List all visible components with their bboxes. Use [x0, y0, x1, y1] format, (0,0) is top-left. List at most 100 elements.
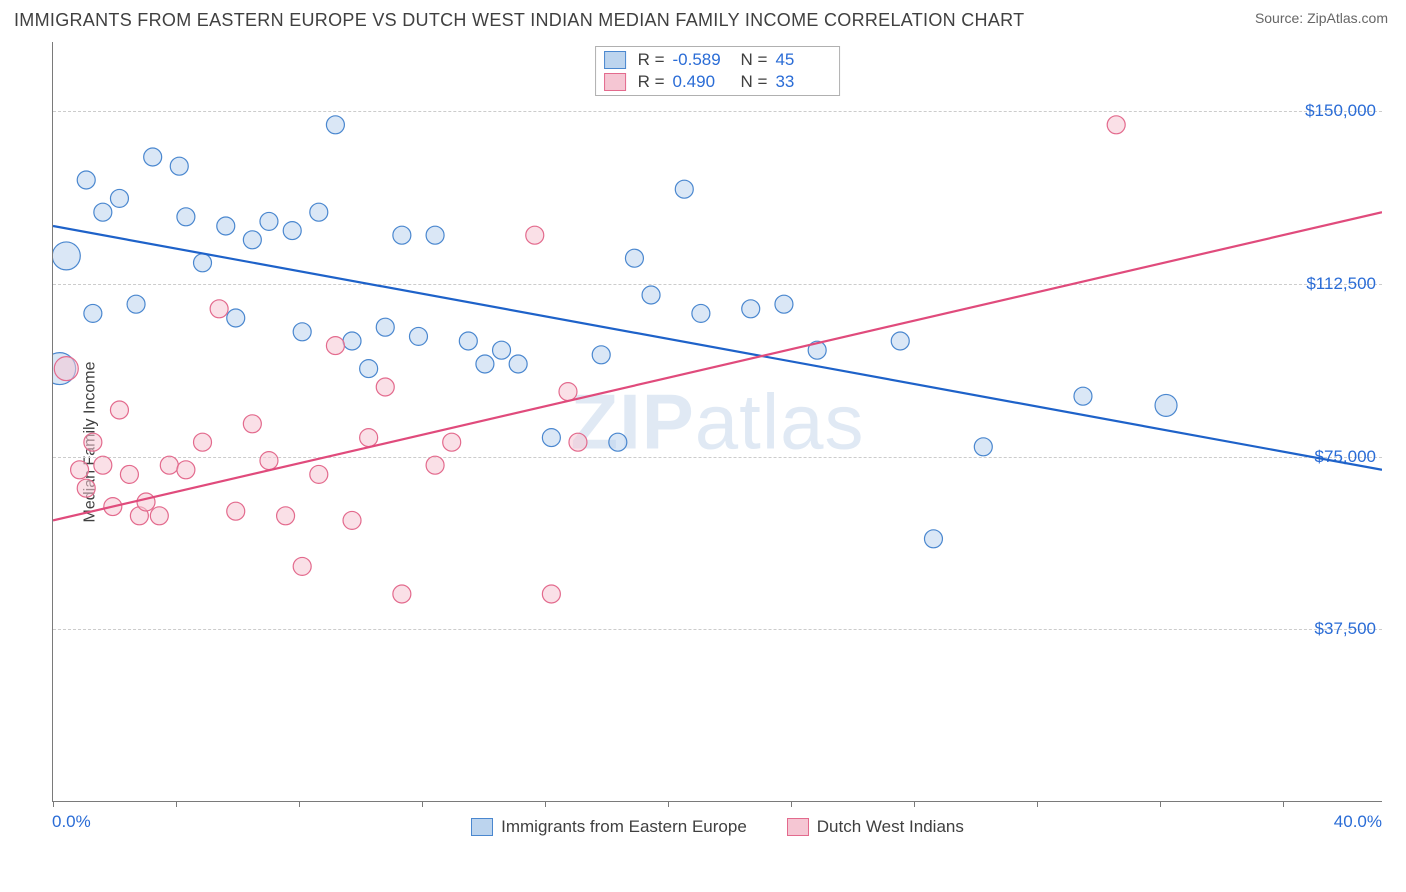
data-point-dutch_west_indians	[71, 461, 89, 479]
chart-source: Source: ZipAtlas.com	[1255, 10, 1388, 26]
data-point-dutch_west_indians	[559, 383, 577, 401]
n-value-1: 45	[775, 50, 831, 70]
data-point-eastern_europe	[493, 341, 511, 359]
data-point-dutch_west_indians	[569, 433, 587, 451]
r-value-2: 0.490	[673, 72, 729, 92]
correlation-legend: R = -0.589 N = 45 R = 0.490 N = 33	[595, 46, 841, 96]
data-point-eastern_europe	[675, 180, 693, 198]
data-point-eastern_europe	[459, 332, 477, 350]
data-point-dutch_west_indians	[150, 507, 168, 525]
legend-row-series-1: R = -0.589 N = 45	[604, 49, 832, 71]
n-label-2: N =	[741, 72, 768, 92]
data-point-dutch_west_indians	[54, 357, 78, 381]
data-point-eastern_europe	[84, 304, 102, 322]
data-point-eastern_europe	[409, 327, 427, 345]
data-point-dutch_west_indians	[360, 429, 378, 447]
data-point-eastern_europe	[343, 332, 361, 350]
data-point-dutch_west_indians	[343, 511, 361, 529]
data-point-eastern_europe	[77, 171, 95, 189]
data-point-eastern_europe	[509, 355, 527, 373]
data-point-dutch_west_indians	[77, 479, 95, 497]
data-point-eastern_europe	[177, 208, 195, 226]
xtick	[53, 801, 54, 807]
swatch-series-1	[604, 51, 626, 69]
chart-container: Median Family Income ZIPatlas R = -0.589…	[14, 42, 1392, 842]
data-point-dutch_west_indians	[1107, 116, 1125, 134]
data-point-eastern_europe	[1155, 394, 1177, 416]
xtick	[1160, 801, 1161, 807]
data-point-dutch_west_indians	[94, 456, 112, 474]
data-point-dutch_west_indians	[310, 465, 328, 483]
xtick	[299, 801, 300, 807]
data-point-dutch_west_indians	[160, 456, 178, 474]
xtick	[545, 801, 546, 807]
swatch-series-2	[604, 73, 626, 91]
legend-row-series-2: R = 0.490 N = 33	[604, 71, 832, 93]
data-point-eastern_europe	[974, 438, 992, 456]
data-point-eastern_europe	[393, 226, 411, 244]
data-point-eastern_europe	[360, 360, 378, 378]
data-point-eastern_europe	[326, 116, 344, 134]
data-point-eastern_europe	[310, 203, 328, 221]
data-point-eastern_europe	[376, 318, 394, 336]
data-point-dutch_west_indians	[277, 507, 295, 525]
x-min-label: 0.0%	[52, 812, 91, 832]
data-point-eastern_europe	[260, 212, 278, 230]
data-point-eastern_europe	[243, 231, 261, 249]
data-point-eastern_europe	[227, 309, 245, 327]
data-point-eastern_europe	[217, 217, 235, 235]
data-point-eastern_europe	[110, 189, 128, 207]
r-label-2: R =	[638, 72, 665, 92]
data-point-eastern_europe	[127, 295, 145, 313]
plot-area: ZIPatlas R = -0.589 N = 45 R = 0.490 N =…	[52, 42, 1382, 802]
data-point-eastern_europe	[742, 300, 760, 318]
data-point-eastern_europe	[924, 530, 942, 548]
data-point-dutch_west_indians	[110, 401, 128, 419]
data-point-eastern_europe	[426, 226, 444, 244]
data-point-dutch_west_indians	[137, 493, 155, 511]
x-max-label: 40.0%	[1334, 812, 1382, 832]
data-point-eastern_europe	[692, 304, 710, 322]
data-point-dutch_west_indians	[227, 502, 245, 520]
data-point-dutch_west_indians	[84, 433, 102, 451]
data-point-eastern_europe	[53, 242, 80, 270]
data-point-dutch_west_indians	[210, 300, 228, 318]
n-label-1: N =	[741, 50, 768, 70]
data-point-eastern_europe	[144, 148, 162, 166]
data-point-dutch_west_indians	[243, 415, 261, 433]
data-point-dutch_west_indians	[542, 585, 560, 603]
data-point-eastern_europe	[194, 254, 212, 272]
data-point-eastern_europe	[642, 286, 660, 304]
data-point-eastern_europe	[283, 222, 301, 240]
data-point-eastern_europe	[609, 433, 627, 451]
xtick	[1283, 801, 1284, 807]
data-point-eastern_europe	[94, 203, 112, 221]
data-point-dutch_west_indians	[393, 585, 411, 603]
data-point-dutch_west_indians	[426, 456, 444, 474]
r-value-1: -0.589	[673, 50, 729, 70]
svg-layer	[53, 42, 1382, 801]
data-point-eastern_europe	[592, 346, 610, 364]
xtick	[1037, 801, 1038, 807]
data-point-dutch_west_indians	[194, 433, 212, 451]
xtick	[914, 801, 915, 807]
data-point-eastern_europe	[1074, 387, 1092, 405]
r-label-1: R =	[638, 50, 665, 70]
data-point-dutch_west_indians	[177, 461, 195, 479]
trend-line-dutch_west_indians	[53, 212, 1382, 520]
data-point-dutch_west_indians	[326, 337, 344, 355]
n-value-2: 33	[775, 72, 831, 92]
xtick	[791, 801, 792, 807]
xtick	[176, 801, 177, 807]
x-axis-range: 0.0% 40.0%	[52, 812, 1382, 832]
data-point-eastern_europe	[293, 323, 311, 341]
xtick	[422, 801, 423, 807]
data-point-dutch_west_indians	[293, 557, 311, 575]
data-point-eastern_europe	[775, 295, 793, 313]
chart-header: IMMIGRANTS FROM EASTERN EUROPE VS DUTCH …	[0, 0, 1406, 35]
xtick	[668, 801, 669, 807]
data-point-dutch_west_indians	[526, 226, 544, 244]
data-point-eastern_europe	[625, 249, 643, 267]
data-point-eastern_europe	[891, 332, 909, 350]
chart-title: IMMIGRANTS FROM EASTERN EUROPE VS DUTCH …	[14, 10, 1024, 31]
